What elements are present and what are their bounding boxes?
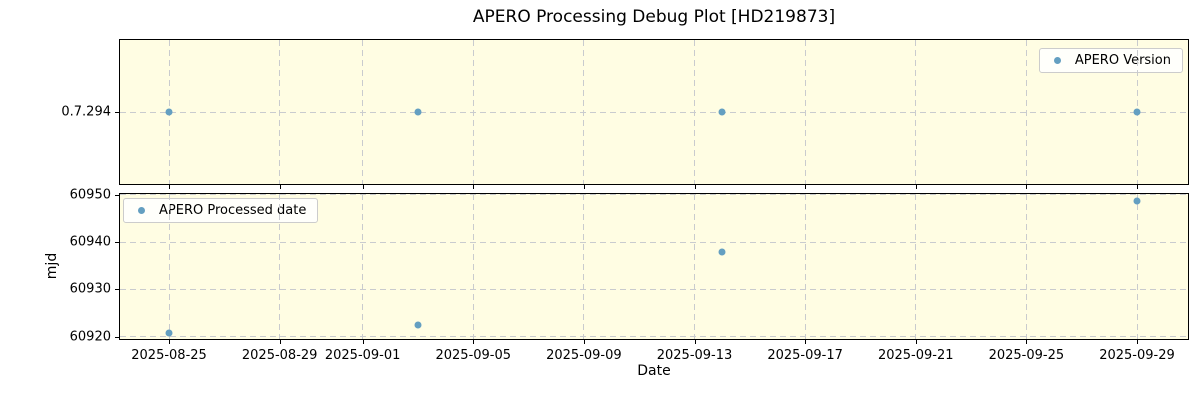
gridline [1025,194,1027,339]
data-point [165,329,173,337]
y-tick-mark [115,112,119,113]
x-tick-label: 2025-09-09 [546,348,622,363]
scatter-marker-icon [138,207,145,214]
x-tick-mark [279,185,281,189]
data-point [718,248,726,256]
gridline [120,194,1188,196]
x-tick-mark [1137,185,1138,189]
x-tick-label: 2025-08-25 [131,348,207,363]
x-tick-mark [694,340,696,344]
gridline [120,111,1188,113]
x-tick-mark [583,185,585,189]
data-point [718,108,726,116]
gridline [120,288,1188,290]
x-tick-mark [362,340,364,344]
gridline [120,241,1188,243]
y-tick-mark [115,289,119,291]
data-point [165,108,173,116]
gridline [472,194,474,339]
legend-label: APERO Processed date [159,203,307,218]
x-tick-label: 2025-09-21 [877,348,954,363]
x-tick-mark [805,340,807,344]
gridline [1136,194,1138,339]
x-tick-mark [473,185,475,189]
x-tick-mark [915,185,917,189]
gridline [694,194,696,339]
gridline [583,194,585,339]
x-tick-label: 2025-09-01 [324,348,401,363]
x-tick-mark [362,185,364,189]
x-tick-mark [694,185,696,189]
y-axis-label-mjd: mjd [44,252,60,280]
y-tick-label: 60940 [69,234,111,250]
x-tick-label: 2025-09-05 [435,348,512,363]
legend-apero-processed-date: APERO Processed date [123,198,319,223]
gridline [362,194,364,339]
plot-title: APERO Processing Debug Plot [HD219873] [472,7,836,27]
axes-apero-processed-date: APERO Processed date [119,193,1189,340]
x-axis-label-date: Date [637,363,671,379]
x-tick-mark [169,340,171,344]
y-tick-mark [115,194,119,196]
gridline [120,336,1188,338]
x-tick-mark [1026,185,1028,189]
data-point [414,321,422,329]
x-tick-mark [915,340,917,344]
y-tick-label: 60930 [69,281,111,297]
scatter-marker-icon [1053,57,1061,64]
gridline [279,194,281,339]
x-tick-mark [583,340,585,344]
x-tick-label: 2025-09-17 [767,348,843,363]
x-tick-label: 2025-08-29 [241,348,318,363]
x-tick-mark [473,340,475,344]
gridline [804,194,806,339]
x-tick-label: 2025-09-25 [988,348,1065,363]
legend-label: APERO Version [1074,53,1171,68]
legend-apero-version: APERO Version [1038,48,1183,73]
x-tick-mark [1026,340,1028,344]
y-tick-mark [115,336,119,338]
x-tick-label: 2025-09-13 [656,348,733,363]
data-point [1133,108,1141,116]
gridline [915,194,917,339]
x-tick-mark [805,185,807,189]
x-tick-mark [1137,340,1138,344]
y-tick-label: 60920 [69,329,111,345]
y-tick-mark [115,242,119,244]
x-tick-mark [279,340,281,344]
y-tick-label: 0.7.294 [61,104,111,120]
x-tick-mark [169,185,171,189]
data-point [414,108,422,116]
x-tick-label: 2025-09-29 [1099,348,1175,363]
data-point [1133,197,1141,205]
y-tick-label: 60950 [69,187,111,203]
gridline [168,194,170,339]
